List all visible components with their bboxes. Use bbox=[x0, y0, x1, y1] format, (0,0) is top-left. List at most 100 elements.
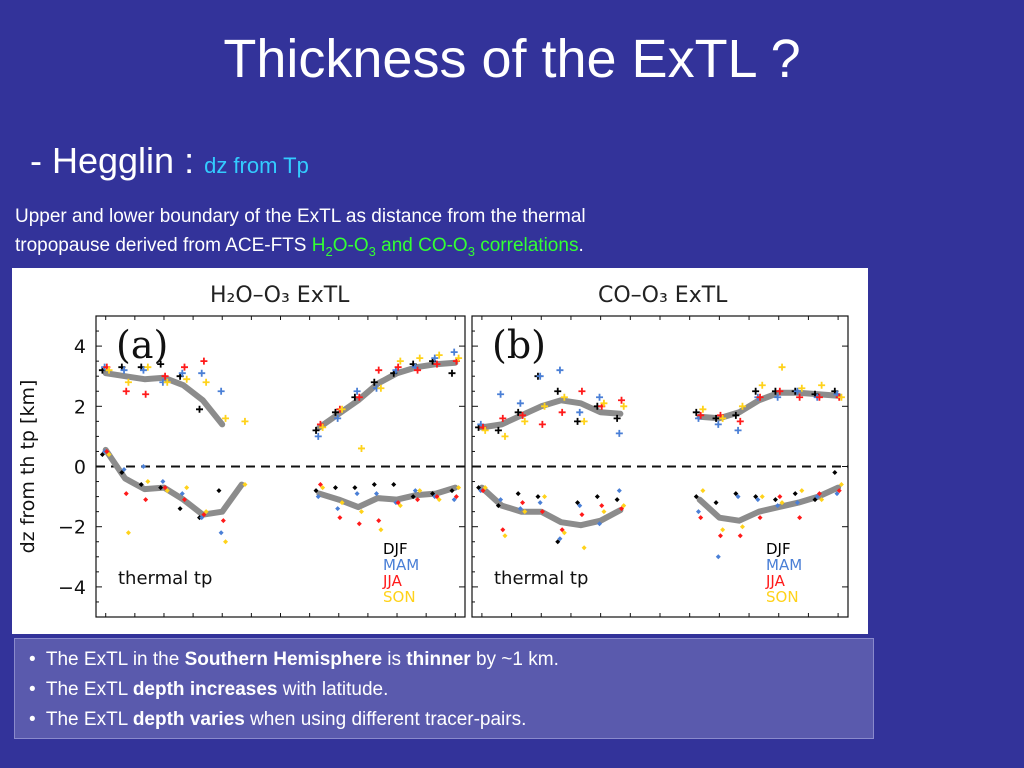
panel-b-point-upper-mam bbox=[734, 426, 742, 434]
panel-b-point-upper-jja bbox=[756, 393, 764, 401]
panel-b-point-upper-son bbox=[758, 381, 766, 389]
panel-b-point-lower-djf bbox=[575, 500, 581, 506]
panel-a-point-upper-son bbox=[163, 378, 171, 386]
panel-b-point-upper-son bbox=[719, 414, 727, 422]
panel-b-point-lower-son bbox=[838, 482, 844, 488]
panel-a-label: (a) bbox=[116, 323, 168, 367]
desc-correlations: correlations bbox=[474, 235, 579, 256]
panel-a-fit-upper-line bbox=[102, 370, 226, 428]
slide-subtitle: - Hegglin : dz from Tp bbox=[30, 140, 309, 182]
panel-a-point-lower-djf bbox=[430, 491, 436, 497]
panel-b-point-lower-mam bbox=[597, 521, 603, 527]
bullet-2-post: with latitude. bbox=[277, 679, 389, 700]
panel-b-point-lower-mam bbox=[834, 491, 840, 497]
panel-b-point-lower-mam bbox=[755, 497, 761, 503]
panel-b-point-upper-jja bbox=[618, 396, 626, 404]
panel-a-point-lower-mam bbox=[315, 494, 321, 500]
panel-b-point-upper-jja bbox=[538, 420, 546, 428]
bullet-1-bold-1: Southern Hemisphere bbox=[184, 649, 383, 670]
panel-b-point-upper-mam bbox=[497, 390, 505, 398]
description-line-1: Upper and lower boundary of the ExTL as … bbox=[15, 206, 586, 227]
panel-a-point-lower-jja bbox=[123, 491, 129, 497]
bullet-2-bold: depth increases bbox=[132, 679, 278, 700]
panel-a-point-upper-jja bbox=[394, 363, 402, 371]
panel-a-point-lower-son bbox=[397, 503, 403, 509]
bullet-3-post: when using different tracer-pairs. bbox=[244, 709, 527, 730]
panel-b-point-upper-djf bbox=[514, 408, 522, 416]
panel-a-point-lower-son bbox=[242, 482, 248, 488]
panel-a-point-upper-son bbox=[241, 417, 249, 425]
panel-b-point-upper-son bbox=[481, 426, 489, 434]
panel-a-point-lower-djf bbox=[216, 488, 222, 494]
panel-a-point-lower-son bbox=[378, 527, 384, 533]
panel-b-point-lower-jja bbox=[737, 533, 743, 539]
panel-a-annotation: thermal tp bbox=[118, 568, 212, 589]
panel-a-point-lower-jja bbox=[143, 497, 149, 503]
desc-h: H bbox=[311, 235, 326, 256]
chart-svg: H₂O–O₃ ExTL 4 2 0 −2 −4 dz from th tp [km] (a) t… bbox=[17, 283, 849, 618]
panel-a-point-upper-jja bbox=[414, 366, 422, 374]
panel-b-point-lower-son bbox=[542, 494, 548, 500]
panel-b-point-upper-mam bbox=[596, 393, 604, 401]
panel-b-point-lower-son bbox=[799, 488, 805, 494]
panel-b-point-upper-jja bbox=[736, 417, 744, 425]
panel-a-point-lower-djf bbox=[158, 485, 164, 491]
panel-b-title: CO–O₃ ExTL bbox=[598, 283, 728, 308]
panel-a-point-lower-djf bbox=[177, 506, 183, 512]
panel-b-legend-son: SON bbox=[766, 588, 799, 606]
y-axis-label: dz from th tp [km] bbox=[17, 380, 39, 554]
panel-a-point-upper-jja bbox=[433, 360, 441, 368]
panel-b-point-lower-djf bbox=[555, 539, 561, 545]
panel-b-point-upper-son bbox=[699, 405, 707, 413]
panel-b-point-lower-mam bbox=[814, 494, 820, 500]
panel-b-point-lower-djf bbox=[772, 497, 778, 503]
slide-title: Thickness of the ExTL ? bbox=[223, 29, 801, 89]
panel-a-point-upper-mam bbox=[139, 366, 147, 374]
panel-a-point-lower-son bbox=[320, 485, 326, 491]
panel-a-point-upper-jja bbox=[180, 363, 188, 371]
panel-b-point-upper-son bbox=[798, 384, 806, 392]
panel-b-label: (b) bbox=[492, 323, 546, 367]
desc-end: . bbox=[578, 235, 584, 256]
panel-a-point-upper-son bbox=[105, 366, 113, 374]
panel-a-legend-son: SON bbox=[383, 588, 416, 606]
panel-b-point-upper-mam bbox=[556, 366, 564, 374]
panel-a-point-lower-djf bbox=[119, 470, 125, 476]
panel-b-point-lower-jja bbox=[559, 527, 565, 533]
panel-a-point-lower-jja bbox=[201, 512, 207, 518]
bullet-box: • The ExTL in the Southern Hemisphere is… bbox=[14, 638, 874, 739]
panel-a-point-lower-jja bbox=[395, 500, 401, 506]
panel-b-point-lower-jja bbox=[797, 515, 803, 521]
panel-b-point-upper-djf bbox=[574, 417, 582, 425]
panel-b-point-lower-son bbox=[819, 497, 825, 503]
panel-b-point-upper-jja bbox=[815, 393, 823, 401]
panel-a-point-upper-mam bbox=[198, 369, 206, 377]
panel-a-point-upper-son bbox=[455, 354, 463, 362]
panel-b-point-lower-mam bbox=[557, 536, 563, 542]
subtitle-note: dz from Tp bbox=[204, 153, 309, 178]
panel-b-point-lower-djf bbox=[614, 497, 620, 503]
panel-b-point-lower-jja bbox=[480, 488, 486, 494]
panel-b-point-lower-jja bbox=[520, 500, 526, 506]
panel-b-point-upper-djf bbox=[613, 414, 621, 422]
panel-b-point-lower-son bbox=[759, 494, 765, 500]
panel-b-point-lower-mam bbox=[695, 509, 701, 515]
panel-b-point-lower-djf bbox=[594, 494, 600, 500]
panel-a-point-upper-mam bbox=[353, 387, 361, 395]
panel-a-point-upper-mam bbox=[450, 348, 458, 356]
panel-b-point-lower-jja bbox=[619, 506, 625, 512]
panel-b-point-lower-djf bbox=[495, 503, 501, 509]
panel-a-point-lower-mam bbox=[179, 491, 185, 497]
bullet-2-pre: The ExTL bbox=[45, 679, 133, 700]
panel-b-point-lower-djf bbox=[733, 491, 739, 497]
panel-a-point-lower-djf bbox=[313, 488, 319, 494]
desc-sub-3b: 3 bbox=[467, 243, 475, 259]
panel-b-point-upper-djf bbox=[752, 387, 760, 395]
panel-a-point-upper-mam bbox=[334, 414, 342, 422]
panel-b-legend-djf: DJF bbox=[766, 540, 791, 558]
panel-a-point-lower-jja bbox=[317, 482, 323, 488]
panel-b-point-lower-jja bbox=[777, 494, 783, 500]
description-pre: tropopause derived from ACE-FTS bbox=[15, 235, 312, 256]
panel-b-point-lower-jja bbox=[836, 488, 842, 494]
panel-b-point-upper-jja bbox=[519, 411, 527, 419]
